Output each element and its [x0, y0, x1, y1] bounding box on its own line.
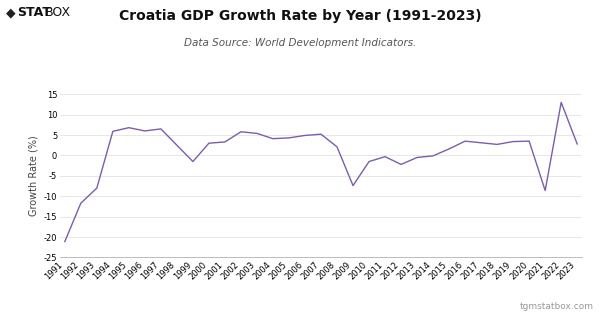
- Text: Croatia GDP Growth Rate by Year (1991-2023): Croatia GDP Growth Rate by Year (1991-20…: [119, 9, 481, 24]
- Text: BOX: BOX: [45, 6, 71, 19]
- Text: Data Source: World Development Indicators.: Data Source: World Development Indicator…: [184, 38, 416, 48]
- Text: ◆: ◆: [6, 6, 16, 19]
- Text: STAT: STAT: [17, 6, 50, 19]
- Y-axis label: Growth Rate (%): Growth Rate (%): [28, 135, 38, 216]
- Text: tgmstatbox.com: tgmstatbox.com: [520, 302, 594, 311]
